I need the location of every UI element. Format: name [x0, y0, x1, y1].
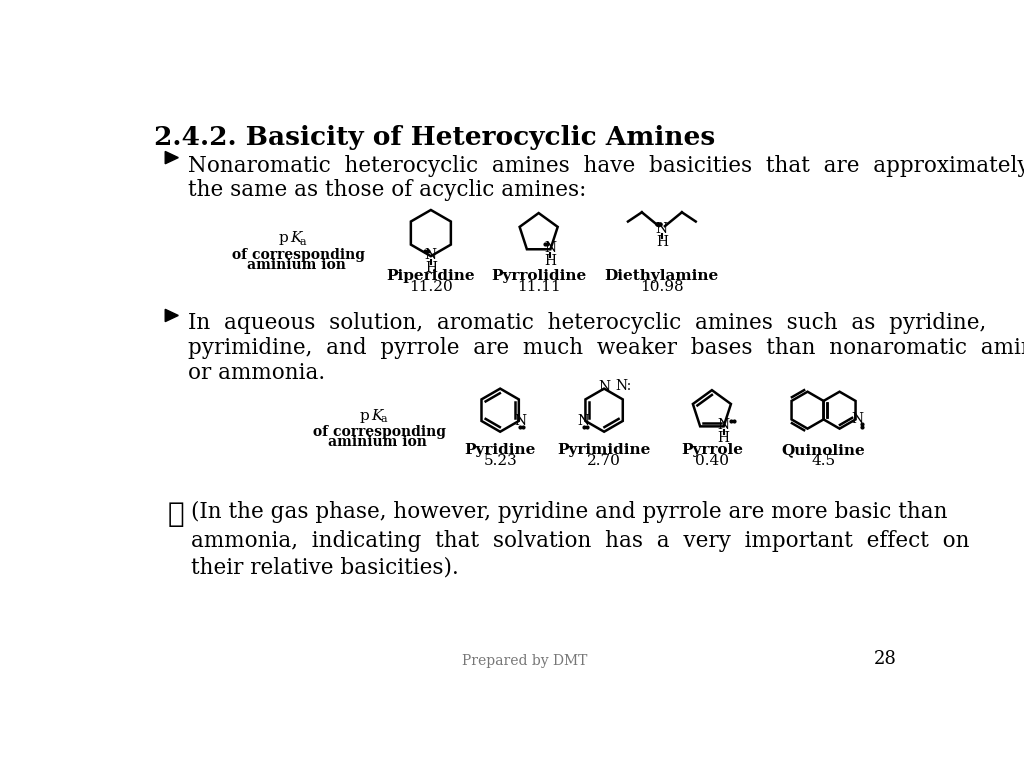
Text: N: N — [514, 414, 526, 428]
Text: 11.11: 11.11 — [517, 280, 560, 294]
Text: H: H — [545, 253, 556, 268]
Text: N: N — [545, 240, 556, 255]
Text: or ammonia.: or ammonia. — [188, 362, 326, 384]
Text: N: N — [425, 247, 437, 262]
Polygon shape — [165, 310, 178, 322]
Text: ammonia,  indicating  that  solvation  has  a  very  important  effect  on: ammonia, indicating that solvation has a… — [190, 529, 969, 551]
Text: N: N — [852, 412, 864, 426]
Text: K: K — [290, 231, 301, 246]
Text: Pyrrole: Pyrrole — [681, 443, 742, 457]
Text: Quinoline: Quinoline — [781, 443, 865, 457]
Text: p: p — [359, 409, 370, 422]
Polygon shape — [165, 151, 178, 164]
Text: Nonaromatic  heterocyclic  amines  have  basicities  that  are  approximately: Nonaromatic heterocyclic amines have bas… — [188, 154, 1024, 177]
Text: of corresponding: of corresponding — [308, 425, 446, 439]
Text: 10.98: 10.98 — [640, 280, 684, 294]
Text: K: K — [371, 409, 382, 422]
Text: N: N — [598, 380, 610, 394]
Text: 28: 28 — [873, 650, 897, 668]
Text: H: H — [425, 260, 437, 275]
Text: aminium ion: aminium ion — [328, 435, 426, 449]
Text: aminium ion: aminium ion — [247, 258, 345, 272]
Text: a: a — [299, 237, 306, 247]
Text: 2.4.2. Basicity of Heterocyclic Amines: 2.4.2. Basicity of Heterocyclic Amines — [154, 125, 715, 151]
Text: N: N — [578, 414, 590, 428]
Text: H: H — [655, 234, 668, 249]
Text: Piperidine: Piperidine — [386, 270, 475, 283]
Text: In  aqueous  solution,  aromatic  heterocyclic  amines  such  as  pyridine,: In aqueous solution, aromatic heterocycl… — [188, 313, 986, 334]
Text: N: N — [718, 418, 730, 432]
Text: (In the gas phase, however, pyridine and pyrrole are more basic than: (In the gas phase, however, pyridine and… — [190, 501, 947, 523]
Text: p: p — [279, 231, 289, 246]
Text: H: H — [718, 431, 730, 445]
Text: 4.5: 4.5 — [811, 454, 836, 468]
Text: 5.23: 5.23 — [483, 454, 517, 468]
Text: 0.40: 0.40 — [695, 454, 729, 468]
Text: pyrimidine,  and  pyrrole  are  much  weaker  bases  than  nonaromatic  amines: pyrimidine, and pyrrole are much weaker … — [188, 337, 1024, 359]
Text: 11.20: 11.20 — [409, 280, 453, 294]
Text: Pyridine: Pyridine — [465, 443, 536, 457]
Text: their relative basicities).: their relative basicities). — [190, 557, 459, 578]
Text: the same as those of acyclic amines:: the same as those of acyclic amines: — [188, 179, 587, 201]
Text: N: N — [655, 222, 668, 237]
Text: of corresponding: of corresponding — [227, 248, 366, 262]
Text: Pyrrolidine: Pyrrolidine — [492, 270, 587, 283]
Text: Pyrimidine: Pyrimidine — [557, 443, 651, 457]
Text: Prepared by DMT: Prepared by DMT — [462, 654, 588, 668]
Text: Diethylamine: Diethylamine — [605, 270, 719, 283]
Text: N:: N: — [614, 379, 631, 392]
Text: 2.70: 2.70 — [587, 454, 621, 468]
Text: a: a — [380, 415, 387, 425]
Text: ✓: ✓ — [168, 501, 184, 528]
